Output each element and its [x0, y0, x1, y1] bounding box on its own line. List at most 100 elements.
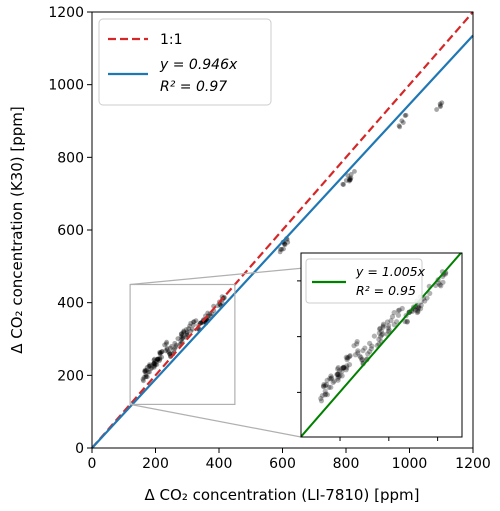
data-point	[437, 104, 443, 110]
data-point	[172, 346, 178, 352]
data-point	[157, 351, 163, 357]
inset-data-point	[347, 353, 353, 360]
data-point	[155, 357, 161, 362]
data-point	[143, 372, 149, 378]
inset-data-point	[346, 361, 353, 368]
inset-data-point	[385, 328, 392, 334]
data-point	[143, 368, 149, 374]
inset-data-point	[340, 365, 347, 371]
inset-data-point	[391, 310, 397, 316]
inset-data-point	[334, 371, 340, 378]
x-tick-label: 800	[333, 456, 360, 472]
inset-data-point	[386, 323, 392, 329]
inset-data-point	[376, 330, 382, 336]
inset-data-point	[412, 307, 419, 313]
data-point	[166, 349, 171, 355]
data-point	[162, 342, 168, 348]
data-point	[164, 347, 170, 352]
inset-data-point	[424, 295, 430, 301]
inset-data-point	[328, 384, 334, 390]
data-point	[180, 334, 186, 340]
inset-data-point	[436, 280, 442, 286]
inset-data-point	[335, 371, 341, 377]
data-point	[434, 107, 440, 112]
inset-data-point	[380, 324, 386, 330]
data-point	[151, 363, 157, 369]
data-point	[141, 378, 146, 384]
data-point	[348, 175, 354, 181]
data-point	[187, 323, 193, 329]
inset-data-point	[318, 395, 324, 402]
data-point	[186, 326, 192, 331]
inset-data-point	[328, 376, 334, 382]
inset-data-point	[339, 368, 345, 375]
data-point	[152, 362, 158, 368]
inset-data-point	[324, 377, 330, 383]
inset-data-point	[380, 323, 386, 329]
inset-data-point	[365, 351, 371, 357]
y-tick-label: 800	[57, 150, 84, 166]
inset-data-point	[354, 338, 360, 345]
inset-data-point	[388, 318, 394, 324]
data-point	[141, 375, 147, 380]
inset-data-point	[417, 306, 424, 312]
data-point	[157, 350, 162, 355]
data-point	[396, 123, 402, 129]
legend-label-regression-r2: R² = 0.97	[160, 79, 227, 95]
data-point	[147, 369, 152, 375]
inset-legend: y = 1.005x R² = 0.95	[305, 258, 426, 304]
data-point	[171, 347, 176, 353]
inset-legend-label: y = 1.005x	[355, 264, 426, 279]
data-point	[143, 373, 149, 379]
data-point	[147, 364, 153, 369]
inset-data-point	[440, 279, 446, 285]
inset-data-point	[376, 336, 382, 342]
data-point	[397, 124, 403, 130]
inset-data-point	[389, 314, 396, 320]
inset-data-point	[377, 325, 383, 331]
inset-data-point	[384, 319, 391, 325]
inset-data-point	[321, 383, 327, 389]
data-point	[155, 356, 161, 362]
zoom-connector-bottom	[129, 403, 302, 438]
data-point	[193, 318, 199, 324]
data-point	[144, 367, 150, 373]
data-point	[173, 344, 179, 350]
inset-data-point	[367, 340, 373, 346]
data-point	[278, 246, 283, 252]
inset-frame	[300, 252, 463, 438]
data-point	[400, 120, 406, 125]
data-point	[346, 178, 352, 184]
inset-data-point	[337, 372, 343, 379]
inset-data-point	[328, 373, 334, 379]
data-point	[145, 369, 151, 375]
data-point	[164, 345, 170, 351]
y-tick-label: 1200	[48, 5, 84, 21]
data-point	[181, 328, 187, 334]
inset-data-point	[340, 364, 347, 370]
data-point	[158, 350, 164, 356]
inset-data-point	[360, 347, 366, 354]
data-point	[157, 356, 163, 362]
data-point	[142, 367, 148, 373]
inset-data-point	[323, 381, 330, 388]
inset-data-point	[437, 282, 443, 288]
data-point	[151, 356, 157, 362]
data-point	[159, 349, 165, 355]
inset-data-point	[357, 353, 363, 359]
y-axis: 0 200 400 600 800 1000 1200	[48, 5, 92, 457]
data-point	[281, 241, 287, 247]
inset-data-point	[354, 341, 360, 347]
inset-data-point	[391, 322, 397, 328]
data-point	[140, 376, 146, 382]
inset-data-point	[339, 373, 345, 379]
inset-data-point	[343, 367, 349, 373]
data-point	[347, 177, 353, 183]
data-point	[402, 113, 408, 118]
data-point	[151, 361, 157, 367]
data-point	[153, 361, 158, 367]
inset-data-point	[414, 307, 421, 313]
y-tick-label: 400	[57, 296, 84, 312]
data-point	[277, 249, 283, 255]
legend: 1:1 y = 0.946x R² = 0.97	[98, 18, 272, 106]
